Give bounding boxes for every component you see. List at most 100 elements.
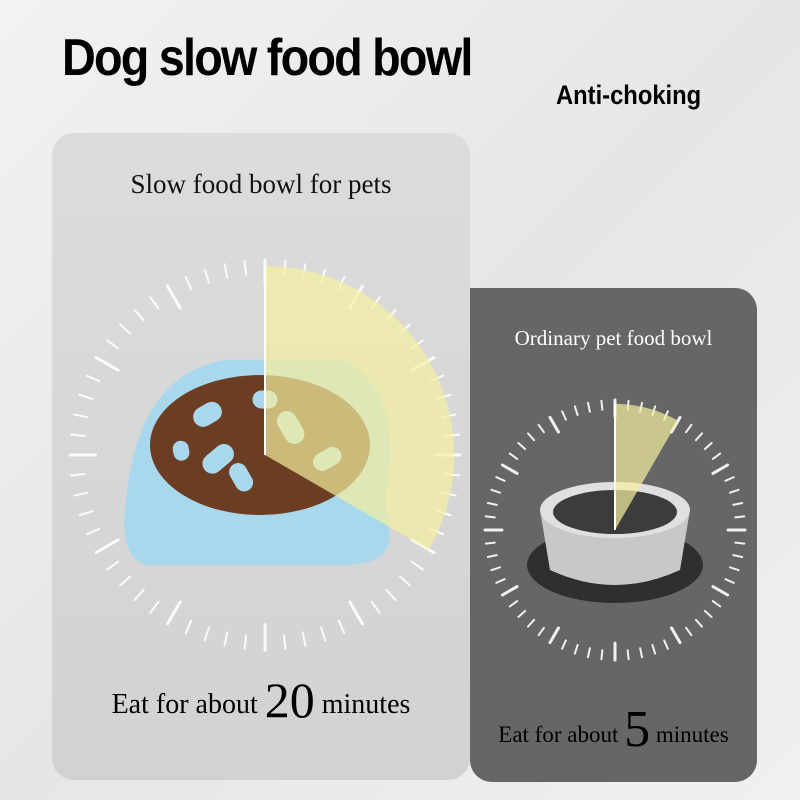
dial-tick [548,415,560,434]
dial-tick [85,374,101,383]
dial-tick [500,585,519,597]
maze-ridge-icon [193,401,222,427]
minutes-value: 5 [624,701,651,758]
ordinary-bowl-card: Ordinary pet food bowl Eat for about 5 m… [470,288,757,782]
tagline: Anti-choking [556,80,702,110]
eat-suffix: minutes [655,722,729,747]
dial-tick [385,588,397,601]
dial-tick [106,339,120,350]
dial-tick [166,600,182,626]
dial-tick [728,488,740,494]
eat-prefix: Eat for about [111,689,258,720]
maze-ridge-icon [229,463,254,492]
dial-tick [694,432,703,442]
dial-tick [732,554,744,559]
maze-ridge-icon [202,444,234,474]
slow-bowl-dial [68,258,462,652]
dial-tick [223,631,229,647]
dial-tick [734,515,746,519]
dial-tick [728,566,740,572]
dial-tick [348,600,364,626]
dial-tick [119,575,132,587]
dial-tick [301,631,307,647]
dial-tick [537,626,545,637]
dial-tick [70,472,86,477]
dial-tick [410,560,424,571]
dial-tick [166,284,182,310]
dial-tick [133,588,145,601]
dial-tick [600,649,604,661]
dial-tick [626,649,630,661]
dial-tick [184,275,193,291]
eat-suffix: minutes [321,689,411,720]
dial-tick [495,578,506,584]
dial-tick [78,510,94,517]
dial-tick [561,639,567,650]
dial-tick [561,410,567,421]
dial-tick [685,626,693,637]
dial-tick [508,600,519,608]
dial-tick [94,356,120,372]
dial-tick [495,476,506,482]
dial-tick [694,618,703,628]
dial-tick [149,296,160,310]
dial-tick [639,647,644,659]
dial-tick [486,554,498,559]
dial-tick [724,578,735,584]
dial-tick [486,501,498,506]
page-title: Dog slow food bowl [62,29,473,87]
dial-tick [184,619,193,635]
dial-tick [73,491,89,497]
dial-tick [282,634,287,650]
dial-tick [711,463,730,475]
ordinary-bowl-caption: Ordinary pet food bowl [514,326,713,350]
dial-tick [685,423,693,434]
dial-tick [133,309,145,322]
dial-tick [517,442,527,451]
dial-tick [370,600,381,614]
dial-tick [670,415,682,434]
dial-tick [203,268,210,284]
dial-tick [78,393,94,400]
dial-tick [517,609,527,618]
dial-tick [670,626,682,645]
slow-bowl-card: Slow food bowl for pets Eat for about 20… [52,133,470,780]
dial-tick [711,452,722,460]
dial-tick [223,263,229,279]
dial-tick [573,405,579,417]
dial-tick [106,560,120,571]
dial-tick [484,515,496,519]
dial-tick [724,476,735,482]
dial-tick [734,541,746,545]
dial-tick [711,585,730,597]
dial-tick [203,626,210,642]
ordinary-bowl-eat-time: Eat for about 5 minutes [470,700,757,759]
dial-tick [663,639,669,650]
dial-tick [711,600,722,608]
dial-tick [600,399,604,411]
dial-tick [508,452,519,460]
minutes-value: 20 [264,672,315,728]
dial-tick [703,609,713,618]
dial-tick [398,575,411,587]
eat-prefix: Eat for about [498,722,619,747]
dial-tick [70,433,86,438]
dial-tick [703,442,713,451]
dial-tick [85,527,101,536]
dial-tick [94,538,120,554]
time-wedge [265,265,455,550]
dial-tick [119,323,132,335]
slow-bowl-caption: Slow food bowl for pets [130,169,392,199]
dial-tick [73,413,89,419]
dial-tick [243,260,248,276]
dial-tick [500,463,519,475]
dial-tick [732,501,744,506]
dial-tick [149,600,160,614]
dial-tick [527,618,536,628]
slow-bowl-eat-time: Eat for about 20 minutes [52,671,470,729]
dial-tick [490,566,502,572]
dial-tick [586,401,591,413]
dial-tick [337,619,346,635]
dial-tick [484,541,496,545]
dial-tick [586,647,591,659]
